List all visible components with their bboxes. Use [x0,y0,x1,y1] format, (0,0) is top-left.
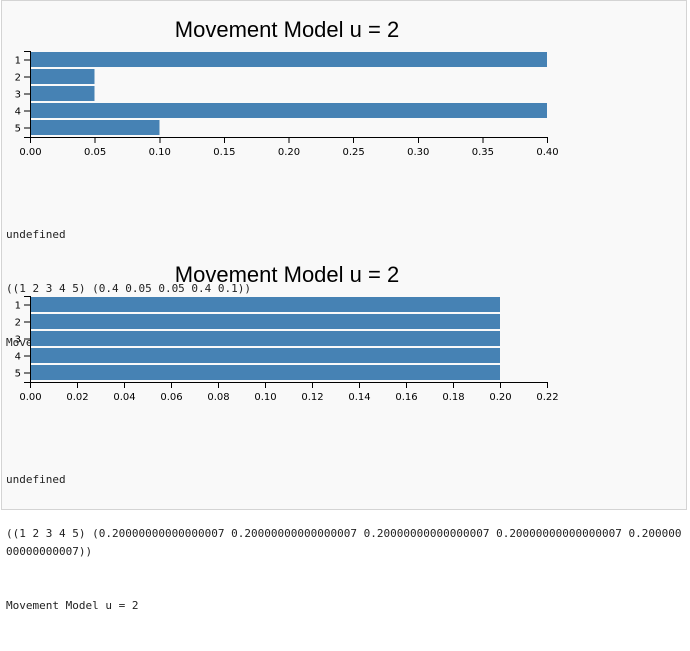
x-tick: 0.04 [113,382,136,403]
notebook-output-panel: Movement Model u = 2 1 2 3 4 5 0.00 0.05 0.10 0.1… [1,0,687,612]
bar-4 [30,348,500,363]
y-tick-label: 2 [15,73,21,84]
y-tick-label: 1 [15,56,21,67]
bar-4 [30,103,547,118]
y-tick-label: 5 [15,369,21,380]
bar-3 [30,86,95,101]
bar-3 [30,331,500,346]
x-tick-label: 0.00 [19,392,41,403]
y-tick: 1 [15,301,30,312]
x-tick-label: 0.10 [254,392,276,403]
x-tick: 0.20 [489,382,512,403]
y-tick: 3 [15,90,30,101]
x-tick-label: 0.12 [301,392,323,403]
x-tick: 0.12 [301,382,324,403]
y-tick: 5 [15,369,30,380]
x-tick: 0.25 [342,137,365,158]
chart-title: Movement Model u = 2 [175,17,399,42]
x-tick: 0.06 [160,382,183,403]
x-tick-label: 0.30 [407,147,429,158]
x-tick-label: 0.16 [395,392,417,403]
x-tick-label: 0.20 [489,392,511,403]
y-tick: 3 [15,335,30,346]
bar-1 [30,52,547,67]
x-tick-label: 0.04 [113,392,135,403]
y-tick-label: 5 [15,124,21,135]
x-tick-label: 0.10 [149,147,171,158]
text-output-2: undefined ((1 2 3 4 5) (0.20000000000000… [6,435,686,651]
x-tick: 0.40 [536,137,559,158]
x-tick-label: 0.35 [472,147,494,158]
x-tick: 0.02 [66,382,89,403]
y-tick-label: 3 [15,90,21,101]
x-tick: 0.08 [207,382,230,403]
x-tick-label: 0.14 [348,392,370,403]
y-axis-line [24,51,31,138]
y-tick: 5 [15,124,30,135]
y-tick-label: 1 [15,301,21,312]
bar-chart-2: Movement Model u = 2 1 2 3 4 5 0.00 0.02 0.04 0.0… [15,262,559,403]
y-tick: 2 [15,73,30,84]
x-tick: 0.10 [254,382,277,403]
x-tick: 0.00 [19,137,42,158]
x-tick-label: 0.06 [160,392,182,403]
x-tick-label: 0.20 [278,147,300,158]
x-tick: 0.35 [472,137,494,158]
y-tick: 2 [15,318,30,329]
bar-1 [30,297,500,312]
x-tick-label: 0.02 [66,392,88,403]
x-tick: 0.30 [407,137,429,158]
x-tick-label: 0.18 [442,392,464,403]
y-tick-label: 4 [15,352,21,363]
x-tick: 0.15 [213,137,236,158]
x-tick-label: 0.00 [19,147,41,158]
y-tick: 1 [15,56,30,67]
bar-5 [30,365,500,380]
x-tick-label: 0.15 [213,147,235,158]
y-tick-label: 4 [15,107,21,118]
output-line: Movement Model u = 2 [6,599,139,612]
x-tick-label: 0.08 [207,392,229,403]
x-tick: 0.16 [395,382,418,403]
x-tick-label: 0.25 [342,147,364,158]
y-tick-label: 3 [15,335,21,346]
output-line: ((1 2 3 4 5) (0.4 0.05 0.05 0.4 0.1)) [6,282,252,295]
bar-2 [30,69,95,84]
chart-title: Movement Model u = 2 [175,262,399,287]
x-tick: 0.10 [149,137,171,158]
output-line: undefined [6,228,66,241]
y-tick-label: 2 [15,318,21,329]
x-tick: 0.20 [278,137,300,158]
y-tick: 4 [15,107,30,118]
x-tick: 0.05 [84,137,106,158]
bar-2 [30,314,500,329]
output-line: ((1 2 3 4 5) (0.20000000000000007 0.2000… [6,527,682,558]
y-axis-line [24,296,31,383]
y-tick: 4 [15,352,30,363]
bar-5 [30,120,160,135]
bar-chart-1: Movement Model u = 2 1 2 3 4 5 0.00 0.05 0.10 0.1… [15,17,559,158]
x-tick-label: 0.05 [84,147,106,158]
output-line: undefined [6,473,66,486]
x-axis-line [30,382,548,388]
x-tick: 0.14 [348,382,371,403]
x-tick: 0.00 [19,382,42,403]
x-tick-label: 0.40 [536,147,558,158]
x-tick: 0.22 [536,382,559,403]
x-tick-label: 0.22 [536,392,558,403]
x-tick: 0.18 [442,382,465,403]
